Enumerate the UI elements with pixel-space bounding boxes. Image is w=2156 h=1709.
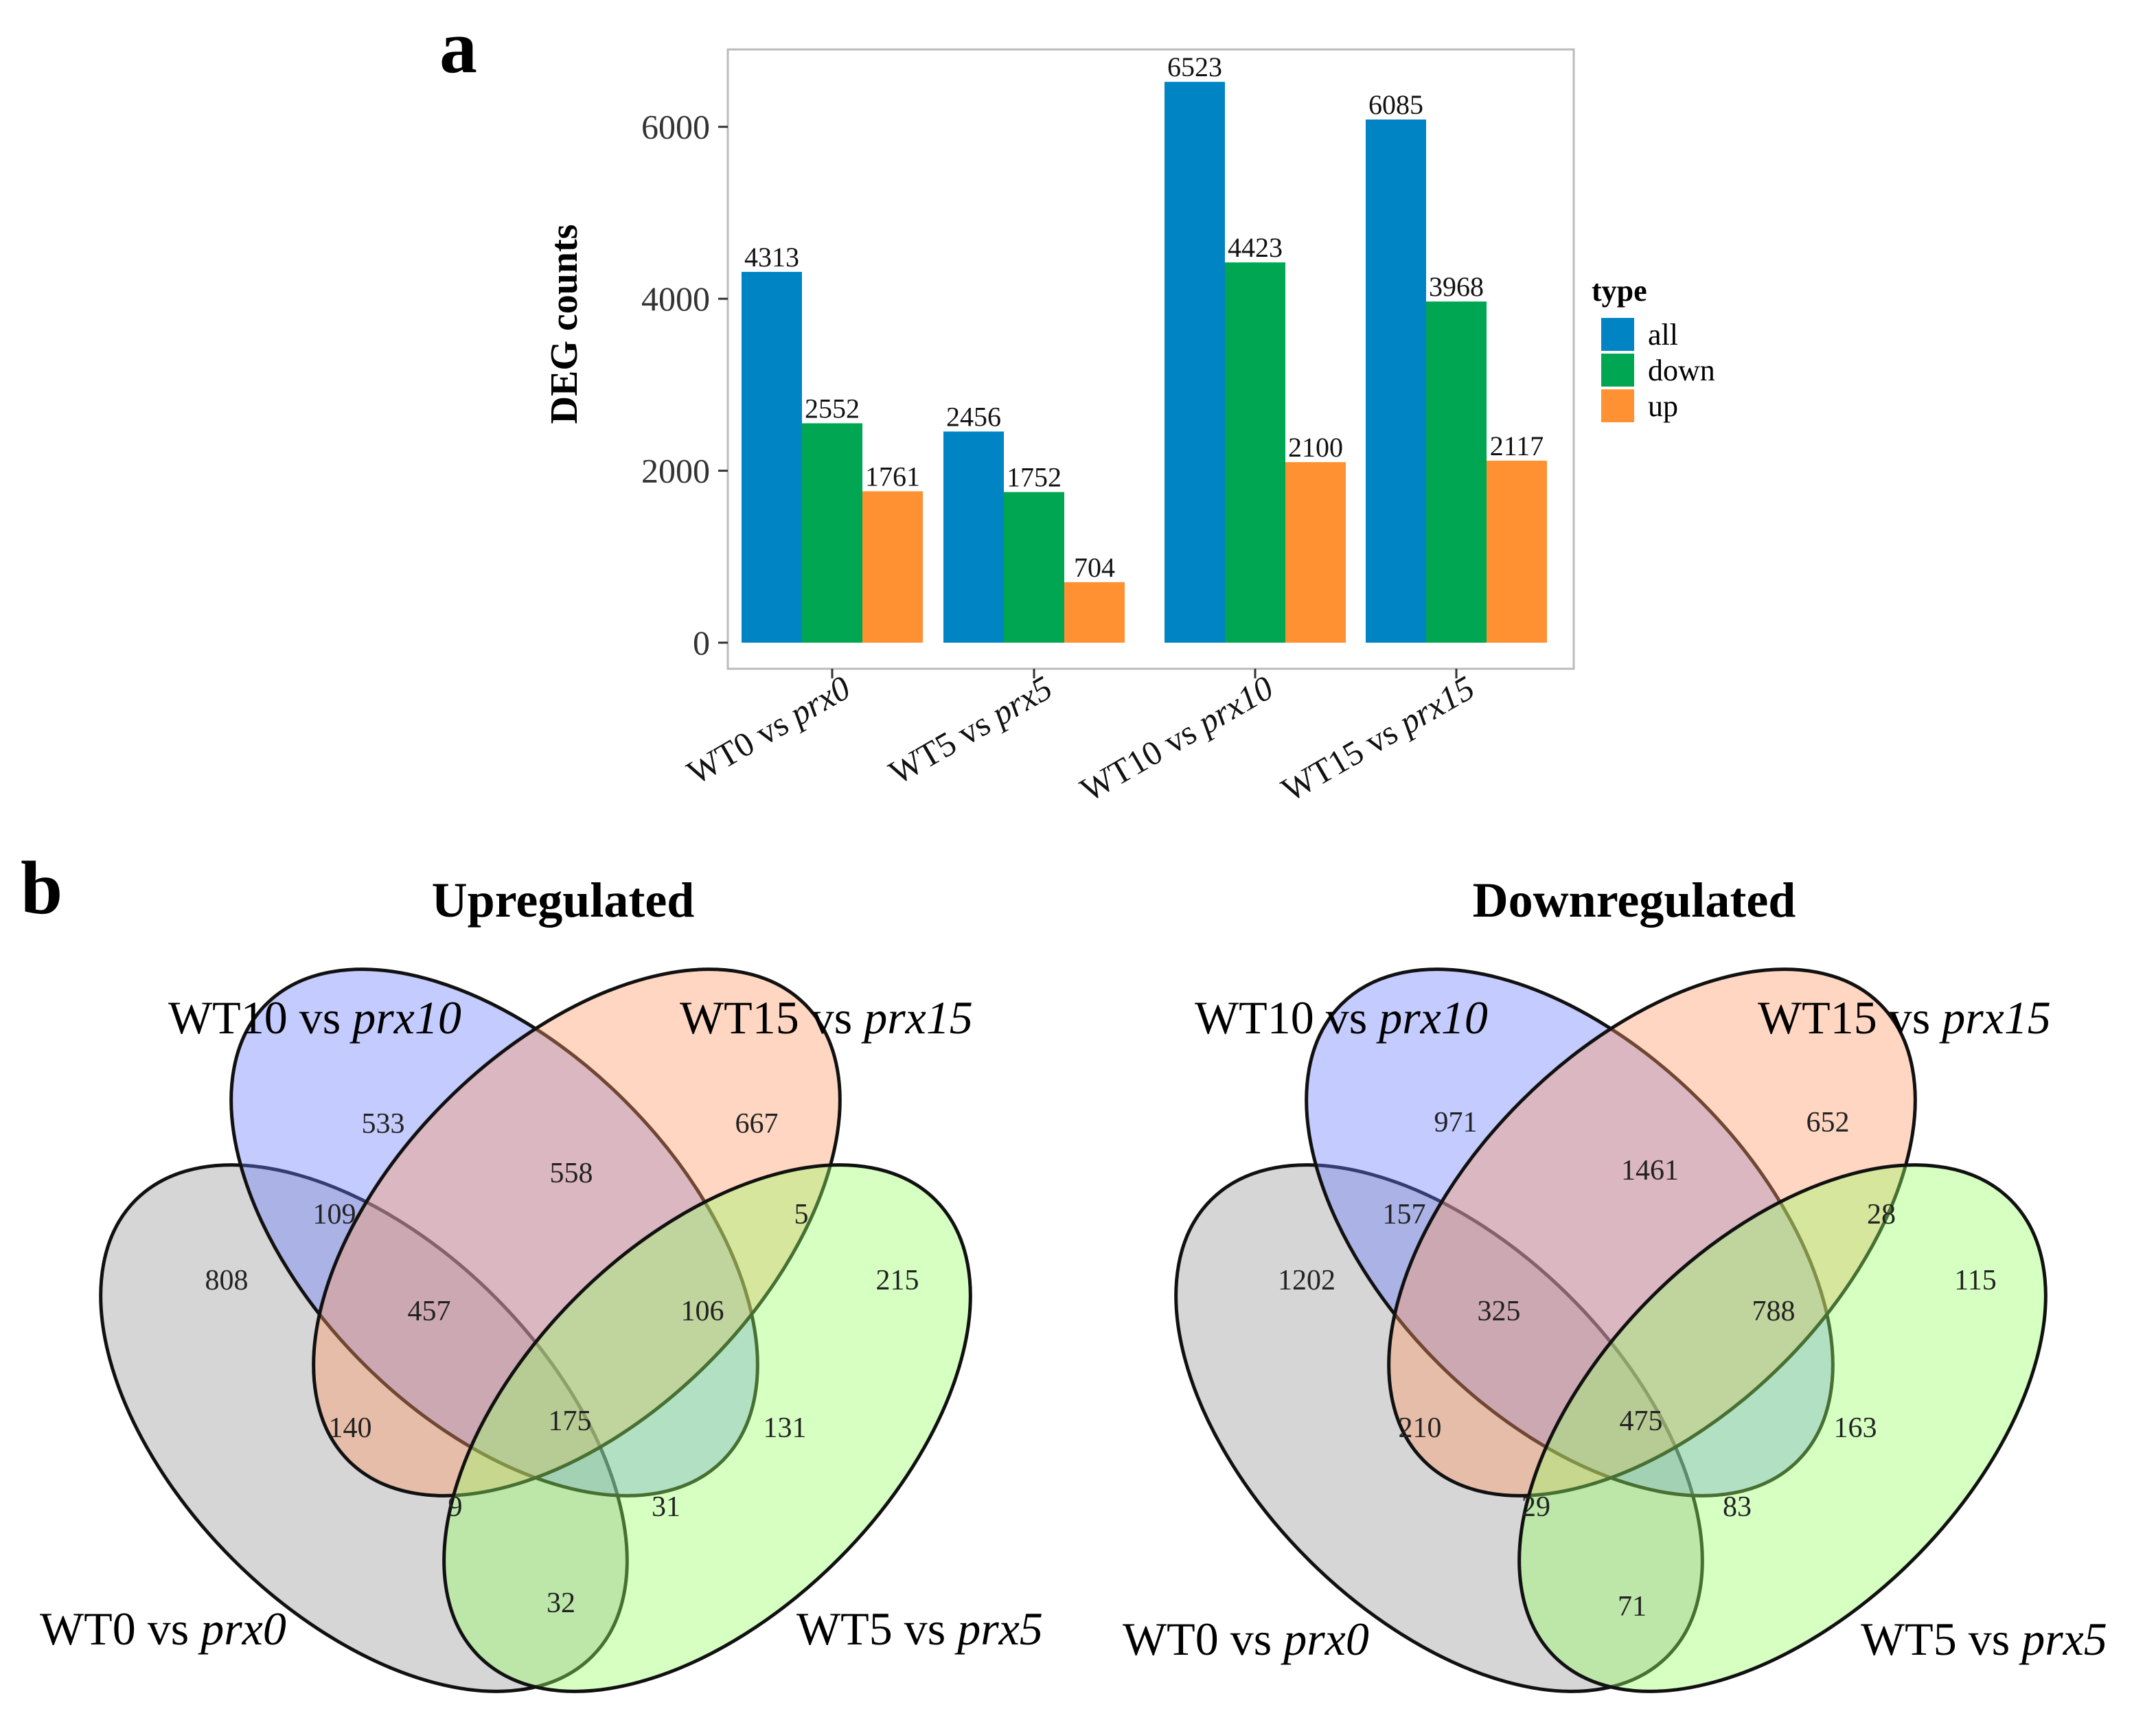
venn-down-label-wt10: WT10 vs prx10 [1195,991,1488,1044]
x-tick-label: WT5 vs prx5 [882,668,1059,792]
venn-region: 788 [1752,1296,1796,1327]
bar-value-label: 2552 [805,393,860,424]
legend-swatch-all [1601,318,1634,351]
venn-region: 29 [1522,1491,1550,1523]
y-tick-label: 4000 [641,279,710,318]
venn-region: 131 [764,1412,807,1444]
venn-region: 140 [329,1412,372,1444]
venn-region: 808 [205,1265,249,1296]
panel-b-label: b [21,846,62,930]
venn-down-label-wt0: WT0 vs prx0 [1123,1613,1369,1665]
bar-all-1 [943,431,1004,643]
bar-value-label: 6523 [1167,51,1222,82]
venn-region: 109 [313,1199,356,1230]
bar-value-label: 3968 [1429,271,1484,302]
venn-region: 325 [1478,1296,1521,1327]
bar-value-label: 4313 [744,242,799,273]
venn-region: 667 [735,1108,779,1140]
y-axis-label: DEG counts [543,225,586,424]
bar-down-2 [1225,262,1285,643]
venn-set-wt5 [442,1163,972,1693]
venn-down-label-wt15: WT15 vs prx15 [1758,991,2051,1044]
venn-upregulated: WT10 vs prx10 WT15 vs prx15 WT0 vs prx0 … [40,967,1043,1693]
x-tick-label: WT15 vs prx15 [1275,668,1481,809]
y-tick-label: 2000 [641,452,710,490]
x-tick-label: WT0 vs prx0 [680,668,857,792]
venn-region: 115 [1954,1265,1996,1296]
x-tick-prefix: WT0 vs [680,700,802,792]
legend-title: type [1592,274,1647,308]
legend-swatch-down [1601,354,1634,387]
venn-region: 5 [794,1199,809,1230]
bar-value-label: 2100 [1288,432,1343,463]
venn-region: 32 [547,1587,575,1619]
venn-set-wt10 [1305,967,1835,1498]
venn-region: 475 [1620,1406,1663,1437]
venn-region: 163 [1834,1412,1877,1444]
legend-swatch-up [1601,389,1634,422]
venn-title-upregulated: Upregulated [432,873,695,928]
venn-region: 1202 [1278,1265,1335,1296]
venn-up-label-wt15: WT15 vs prx15 [680,991,973,1044]
venn-region: 31 [652,1491,680,1523]
venn-set-wt15 [1387,967,1917,1498]
bar-value-label: 2117 [1490,431,1544,461]
legend-label-all: all [1648,318,1678,352]
venn-region: 533 [362,1108,405,1140]
x-tick-label: WT10 vs prx10 [1074,668,1280,809]
bar-up-1 [1064,582,1125,643]
venn-set-wt15 [312,967,842,1498]
venn-set-wt10 [229,967,759,1498]
legend-label-down: down [1648,354,1715,387]
venn-region: 9 [448,1491,463,1523]
venn-up-label-wt5: WT5 vs prx5 [796,1603,1043,1655]
bar-up-2 [1285,462,1346,643]
bar-value-label: 6085 [1368,89,1423,120]
y-tick-label: 6000 [641,108,710,146]
venn-region: 215 [876,1265,919,1296]
venn-region: 157 [1383,1199,1426,1230]
bar-all-2 [1165,82,1225,643]
venn-region: 71 [1618,1591,1647,1622]
bar-value-label: 2456 [946,401,1001,432]
venn-up-label-wt0: WT0 vs prx0 [40,1603,286,1655]
bar-value-label: 1752 [1007,462,1062,493]
bar-down-0 [802,423,862,643]
y-tick-label: 0 [693,623,710,662]
venn-set-wt5 [1517,1163,2048,1693]
venn-region: 175 [549,1406,592,1437]
venn-region: 83 [1723,1491,1752,1523]
bar-up-3 [1487,460,1547,643]
venn-region: 457 [408,1296,451,1327]
panel-a-label: a [439,5,477,89]
legend-label-up: up [1648,389,1678,423]
venn-up-label-wt10: WT10 vs prx10 [168,991,461,1044]
bar-all-3 [1366,119,1426,643]
venn-region: 558 [550,1158,593,1189]
venn-region: 28 [1867,1199,1896,1230]
bar-down-1 [1004,492,1064,643]
x-tick-prefix: WT5 vs [882,700,1004,792]
venn-region: 652 [1807,1107,1850,1138]
bar-value-label: 704 [1074,552,1115,583]
bar-up-0 [862,491,923,643]
bar-down-3 [1426,301,1487,643]
x-tick-prefix: WT10 vs [1074,708,1211,809]
venn-down-label-wt5: WT5 vs prx5 [1861,1613,2107,1665]
bar-value-label: 4423 [1228,232,1283,263]
venn-region: 106 [681,1296,724,1327]
venn-region: 971 [1434,1107,1478,1138]
bar-value-label: 1761 [865,461,920,492]
legend: type all down up [1592,274,1715,423]
venn-title-downregulated: Downregulated [1473,873,1796,928]
venn-region: 1461 [1621,1155,1679,1186]
bar-all-0 [742,271,802,643]
venn-set-wt0 [1174,1163,1704,1693]
venn-downregulated: WT10 vs prx10 WT15 vs prx15 WT0 vs prx0 … [1123,967,2107,1693]
venn-region: 210 [1399,1412,1442,1444]
venn-set-wt0 [99,1163,629,1693]
x-tick-prefix: WT15 vs [1275,708,1412,809]
